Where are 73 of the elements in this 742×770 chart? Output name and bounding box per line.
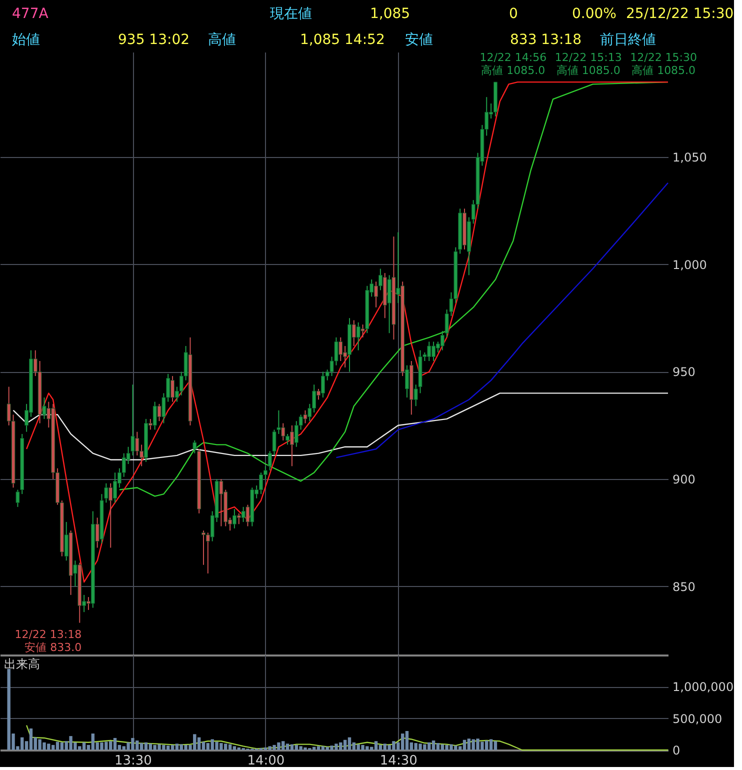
bar: [436, 743, 440, 750]
line-series: [12, 392, 669, 460]
bar: [405, 731, 409, 750]
text: 935 13:02: [118, 32, 190, 48]
text: 安値: [405, 32, 433, 48]
bar: [290, 744, 294, 750]
text: 0: [509, 6, 518, 22]
candlestick: [387, 274, 392, 334]
text: 477A: [12, 6, 49, 22]
annotation: 12/22 15:13 高値 1085.0: [554, 51, 622, 78]
bar: [82, 742, 86, 750]
bar: [228, 744, 232, 750]
bar: [286, 744, 290, 750]
text: 0.00%: [572, 6, 616, 22]
y-tick-label: 500,000: [672, 712, 722, 726]
text: 833 13:18: [510, 32, 582, 48]
bar: [113, 738, 117, 750]
candlestick: [241, 506, 246, 522]
text: 始値: [12, 32, 40, 48]
bar: [494, 741, 498, 750]
candlestick: [16, 489, 20, 508]
annotation: 12/22 13:18 安値 833.0: [14, 628, 82, 654]
bar: [374, 741, 378, 750]
y-tick-label: 1,050: [672, 150, 707, 165]
bar: [343, 740, 347, 750]
bar: [462, 740, 466, 750]
text: 現在値: [270, 6, 312, 22]
bar: [206, 743, 210, 750]
bar: [148, 744, 152, 750]
candlestick: [192, 440, 197, 454]
bar: [175, 744, 179, 750]
bar: [166, 746, 170, 750]
y-tick-label: 1,000: [672, 258, 707, 272]
y-tick-label: 1,000,000: [672, 680, 734, 694]
line-series: [26, 81, 669, 583]
y-tick-label: 900: [672, 472, 696, 487]
text: 25/12/22 15:30: [626, 6, 734, 22]
bar: [56, 742, 60, 750]
bar: [202, 742, 206, 750]
annotation: 12/22 14:56 高値 1085.0: [480, 51, 547, 78]
x-tick-label: 14:00: [247, 754, 285, 768]
line-series: [336, 182, 669, 458]
bar: [348, 737, 352, 750]
bar: [321, 746, 325, 750]
bar: [60, 742, 64, 750]
bar: [432, 740, 436, 750]
candlestick: [440, 330, 444, 351]
text: 1,085 14:52: [300, 32, 385, 48]
bar: [264, 747, 268, 750]
bar: [140, 743, 144, 750]
text: 1,085: [370, 6, 410, 22]
y-tick-label: 950: [672, 365, 696, 380]
annotation: 12/22 15:30 高値 1085.0: [630, 51, 698, 78]
y-tick-label: 0: [672, 744, 680, 758]
bar: [467, 738, 471, 750]
bar: [400, 734, 404, 750]
chart-title: 出来高: [4, 657, 40, 671]
x-tick-label: 13:30: [114, 754, 152, 768]
candlestick: [303, 410, 308, 424]
text: 前日終値: [600, 32, 656, 48]
bar: [29, 728, 33, 750]
bar: [197, 737, 201, 750]
bar: [316, 746, 320, 750]
bar: [170, 744, 174, 750]
line-series: [26, 724, 669, 751]
bar: [489, 739, 493, 750]
bar: [232, 746, 236, 750]
bar: [378, 744, 382, 750]
y-tick-label: 850: [672, 580, 696, 594]
bar: [144, 742, 148, 750]
bar: [51, 744, 55, 750]
text: 高値: [208, 32, 236, 48]
x-tick-label: 14:30: [380, 754, 418, 768]
